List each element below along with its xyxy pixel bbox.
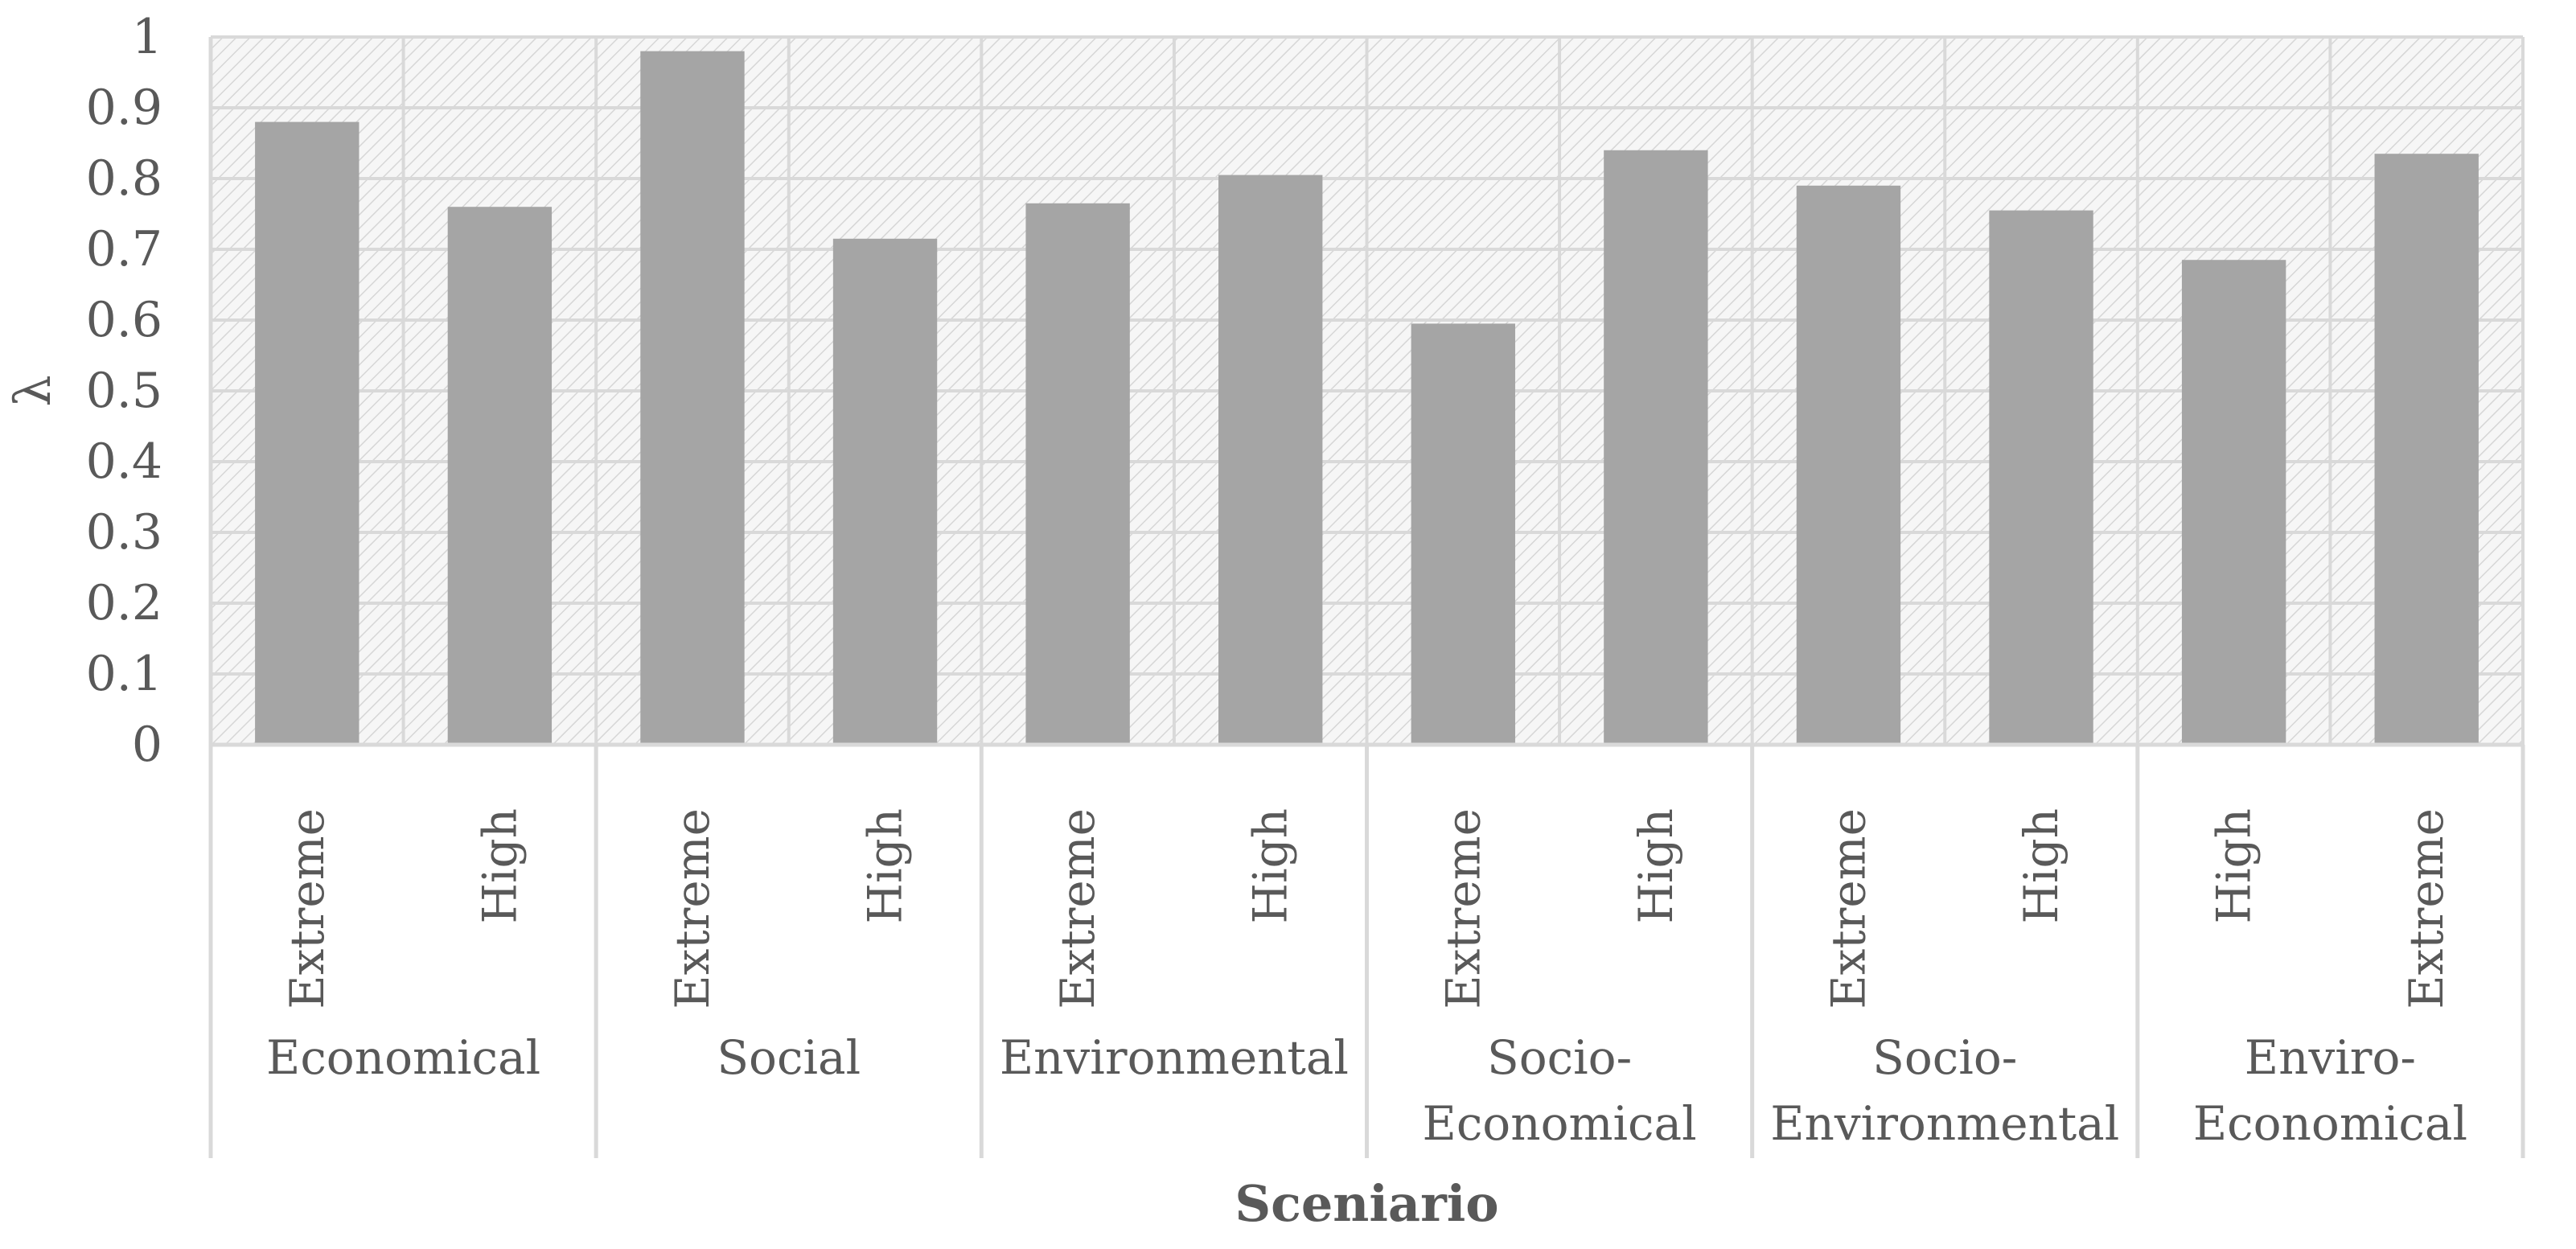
bar-category-label: Extreme: [1050, 808, 1105, 1009]
bar: [2181, 260, 2286, 745]
bars: [255, 51, 2479, 746]
y-axis-title: λ: [3, 375, 62, 406]
group-label: Socio-Economical: [1422, 1030, 1696, 1151]
bar-category-label: Extreme: [2399, 808, 2454, 1009]
y-tick-label: 0.3: [86, 504, 162, 561]
y-tick-label: 1: [132, 9, 162, 65]
y-tick-label: 0.7: [86, 221, 162, 277]
bar-category-label: High: [472, 808, 527, 924]
bar: [1218, 175, 1323, 746]
bar-category-label: Extreme: [665, 808, 720, 1009]
bar: [447, 207, 553, 745]
bar-category-label: High: [2207, 808, 2262, 924]
bar: [255, 121, 359, 746]
bar-category-label: High: [2014, 808, 2069, 924]
bar: [1411, 323, 1515, 745]
axes: [208, 37, 2525, 1158]
group-label: Socio-Environmental: [1770, 1030, 2119, 1151]
bar: [1989, 210, 2093, 746]
y-tick-label: 0.6: [86, 292, 162, 348]
bar-category-label: Extreme: [280, 808, 335, 1009]
group-label: Enviro-Economical: [2193, 1030, 2467, 1151]
group-label: Social: [717, 1030, 861, 1085]
bar: [640, 51, 745, 746]
y-tick-label: 0.9: [86, 80, 162, 136]
bar: [1025, 203, 1130, 746]
y-tick-label: 0.8: [86, 150, 162, 207]
y-tick-label: 0: [132, 717, 162, 773]
y-tick-label: 0.4: [86, 433, 162, 490]
y-tick-label: 0.1: [86, 646, 162, 702]
bar-category-label: High: [1243, 808, 1298, 924]
grid-lines: [209, 35, 2525, 746]
x-axis-title: Sceniario: [1235, 1174, 1498, 1233]
group-label: Environmental: [1000, 1030, 1349, 1085]
bar-category-label: High: [1629, 808, 1683, 924]
y-tick-label: 0.5: [86, 363, 162, 419]
group-label: Economical: [266, 1030, 540, 1085]
bar: [1604, 150, 1708, 746]
bar: [2374, 154, 2479, 745]
bar: [1796, 185, 1901, 746]
labels: 0 0.1 0.2 0.3 0.4 0.5 0.6 0.7 0.8 0.9 1 Extreme High…: [86, 9, 2467, 1151]
bar-category-label: Extreme: [1821, 808, 1876, 1009]
y-tick-label: 0.2: [86, 575, 162, 631]
bar-category-label: Extreme: [1436, 808, 1490, 1009]
bar: [832, 238, 938, 745]
bar-category-label: High: [858, 808, 913, 924]
